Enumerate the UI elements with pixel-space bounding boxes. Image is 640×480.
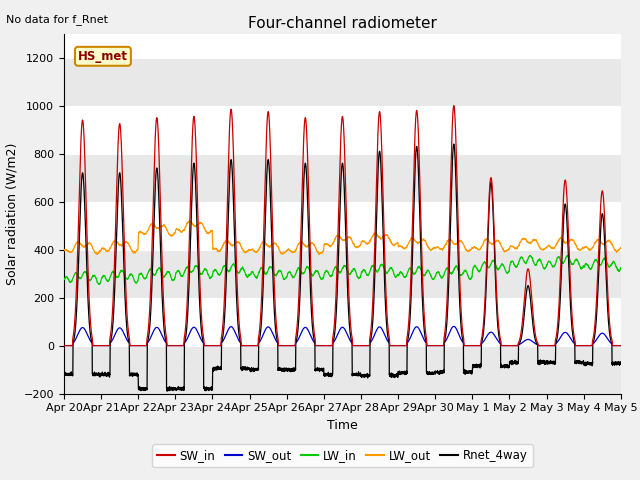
Text: No data for f_Rnet: No data for f_Rnet <box>6 14 108 25</box>
SW_in <box>467 343 475 348</box>
LW_in <box>96 281 104 287</box>
Rnet_4way <box>467 368 475 373</box>
LW_in <box>617 264 625 270</box>
Bar <box>64 154 621 202</box>
Rnet_4way <box>587 360 595 366</box>
SW_in <box>60 343 68 348</box>
Line: LW_out: LW_out <box>64 221 621 254</box>
SW_out <box>324 343 332 348</box>
LW_out <box>594 237 602 242</box>
LW_out <box>186 218 194 224</box>
SW_in <box>594 276 602 281</box>
SW_in <box>450 103 458 108</box>
LW_in <box>467 276 475 281</box>
SW_out <box>450 324 458 329</box>
Rnet_4way <box>450 141 458 147</box>
SW_in <box>483 252 491 257</box>
Rnet_4way <box>483 266 491 272</box>
LW_in <box>483 263 491 269</box>
SW_out <box>594 335 602 341</box>
Y-axis label: Solar radiation (W/m2): Solar radiation (W/m2) <box>5 143 18 285</box>
Line: LW_in: LW_in <box>64 256 621 284</box>
SW_in <box>617 343 625 348</box>
SW_out <box>467 343 475 348</box>
SW_in <box>324 343 332 348</box>
LW_out <box>587 247 595 252</box>
LW_in <box>563 253 571 259</box>
LW_out <box>467 246 475 252</box>
Text: HS_met: HS_met <box>78 50 128 63</box>
Rnet_4way <box>163 388 171 394</box>
Rnet_4way <box>324 372 332 378</box>
Rnet_4way <box>617 361 625 367</box>
Rnet_4way <box>594 296 602 301</box>
SW_out <box>60 343 68 348</box>
SW_out <box>617 343 625 348</box>
Legend: SW_in, SW_out, LW_in, LW_out, Rnet_4way: SW_in, SW_out, LW_in, LW_out, Rnet_4way <box>152 444 532 467</box>
Bar <box>64 58 621 106</box>
SW_out <box>483 334 491 339</box>
LW_out <box>617 245 625 251</box>
SW_in <box>89 343 97 348</box>
LW_in <box>587 266 595 272</box>
LW_out <box>483 236 491 242</box>
SW_in <box>587 343 595 348</box>
SW_out <box>312 343 319 348</box>
Bar <box>64 346 621 394</box>
LW_out <box>316 252 323 257</box>
LW_out <box>250 248 257 253</box>
LW_in <box>250 270 257 276</box>
SW_out <box>250 343 257 348</box>
Rnet_4way <box>60 372 68 378</box>
LW_in <box>324 269 332 275</box>
Rnet_4way <box>250 368 257 373</box>
Title: Four-channel radiometer: Four-channel radiometer <box>248 16 437 31</box>
LW_in <box>60 276 68 282</box>
LW_out <box>60 248 68 253</box>
Bar <box>64 250 621 298</box>
X-axis label: Time: Time <box>327 419 358 432</box>
LW_in <box>594 259 602 264</box>
LW_out <box>324 241 332 247</box>
SW_out <box>587 343 595 348</box>
Line: SW_in: SW_in <box>64 106 621 346</box>
Line: SW_out: SW_out <box>64 326 621 346</box>
SW_in <box>250 343 257 348</box>
Line: Rnet_4way: Rnet_4way <box>64 144 621 391</box>
